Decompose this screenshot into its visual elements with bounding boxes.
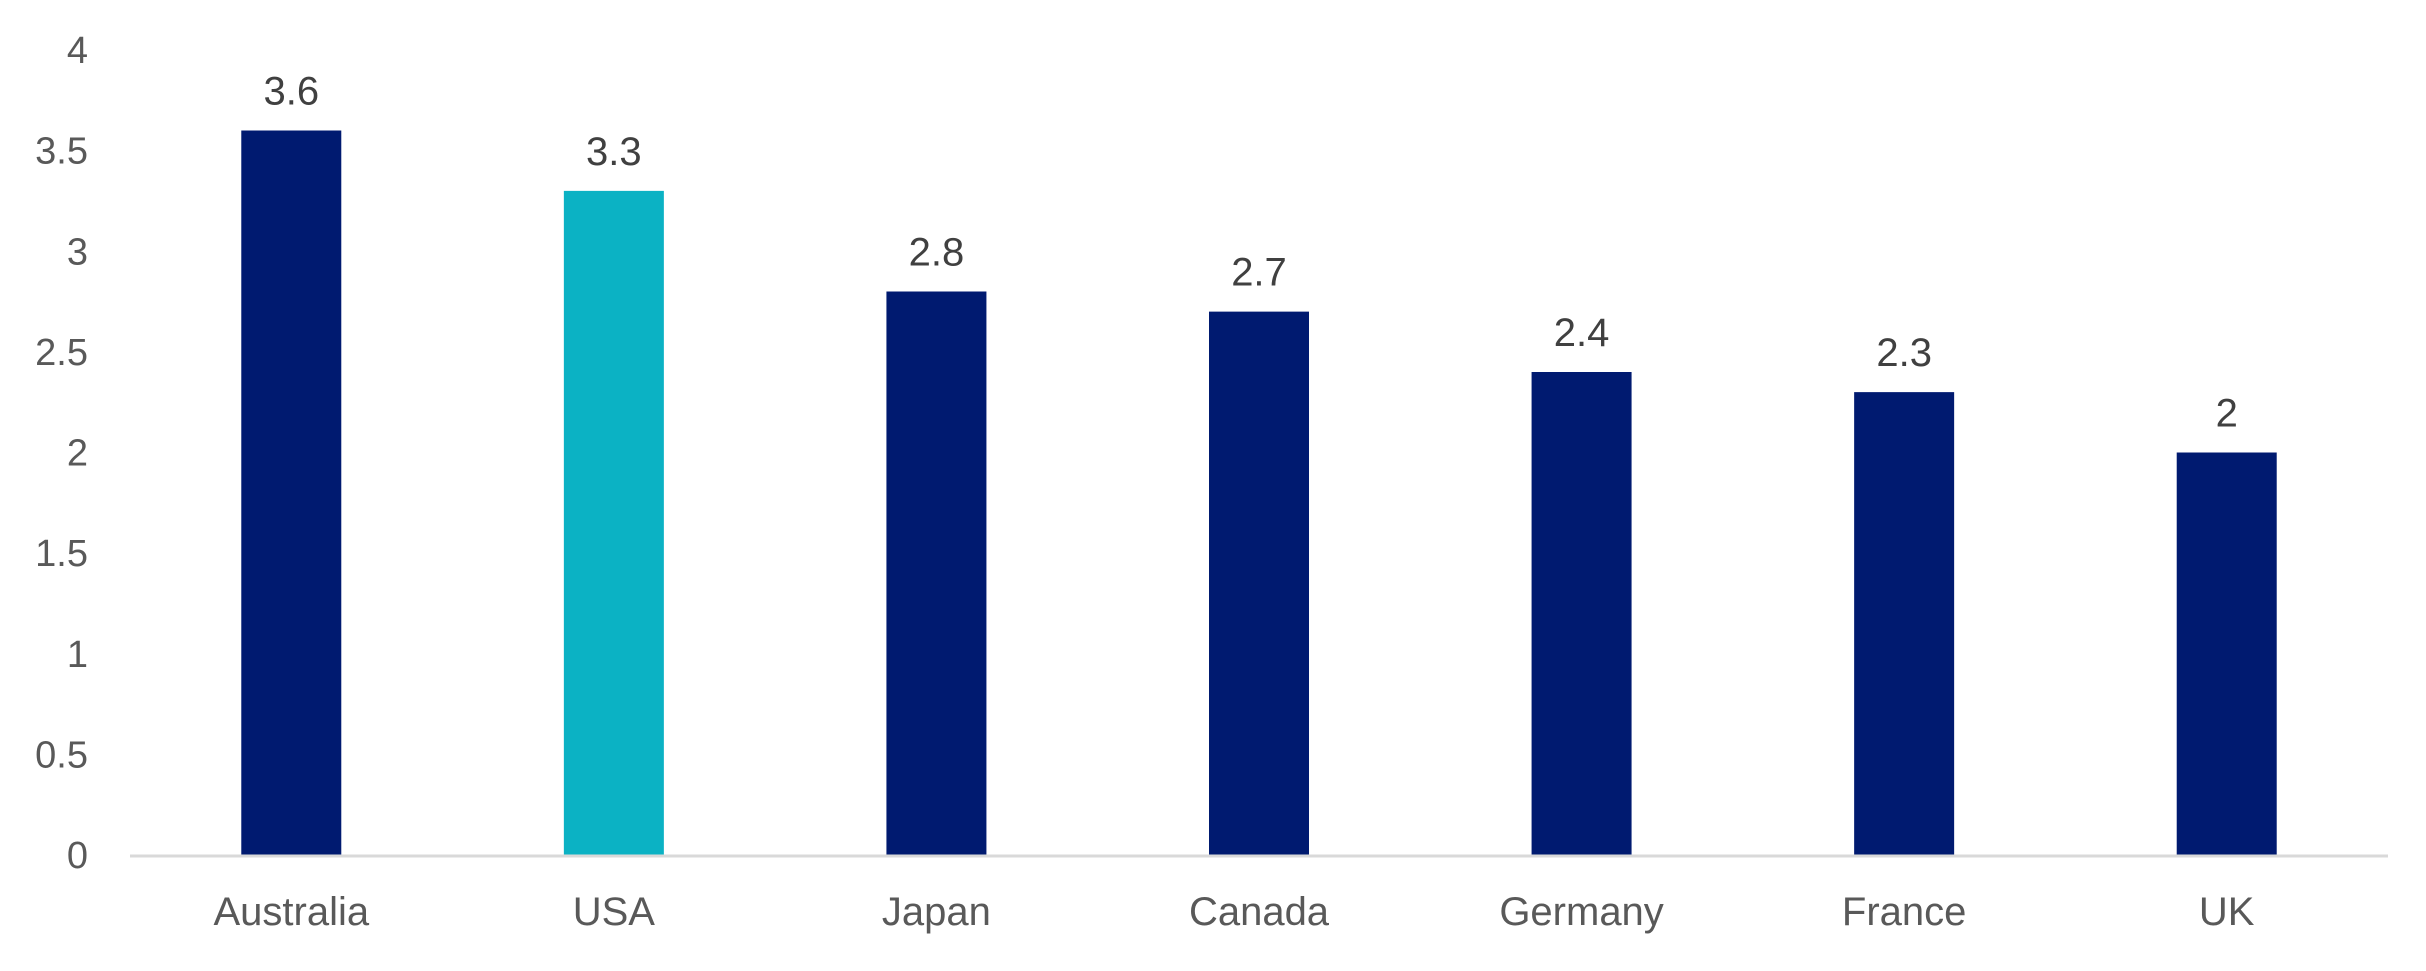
y-tick-label: 1.5: [35, 533, 88, 575]
y-tick-label: 3.5: [35, 131, 88, 173]
x-tick-label-france: France: [1842, 890, 1967, 934]
x-tick-label-japan: Japan: [882, 890, 991, 934]
x-tick-label-uk: UK: [2199, 890, 2255, 934]
bar-uk: [2176, 452, 2277, 855]
data-labels-group: 3.6 3.3 2.8 2.7 2.4 2.3 2: [263, 70, 2237, 436]
y-tick-label: 2.5: [35, 332, 88, 374]
y-tick-label: 0.5: [35, 734, 88, 776]
data-label-usa: 3.3: [586, 130, 642, 174]
data-label-germany: 2.4: [1554, 311, 1610, 355]
data-label-japan: 2.8: [909, 231, 965, 275]
x-axis-tick-labels: Australia USA Japan Canada Germany France UK: [213, 890, 2254, 934]
y-tick-label: 3: [67, 231, 88, 273]
y-tick-label: 4: [67, 30, 88, 72]
data-label-uk: 2: [2216, 392, 2238, 436]
bar-germany: [1531, 372, 1632, 855]
y-tick-label: 2: [67, 433, 88, 475]
bars-group: [241, 130, 2277, 855]
y-axis-tick-labels: 0 0.5 1 1.5 2 2.5 3 3.5 4: [35, 30, 88, 877]
data-label-france: 2.3: [1876, 331, 1932, 375]
bar-australia: [241, 130, 342, 855]
bar-japan: [886, 291, 987, 855]
y-tick-label: 1: [67, 634, 88, 676]
bar-canada: [1209, 311, 1309, 855]
data-label-canada: 2.7: [1231, 251, 1287, 295]
data-label-australia: 3.6: [263, 70, 319, 114]
bar-usa: [563, 190, 664, 855]
bar-france: [1854, 392, 1955, 855]
x-tick-label-australia: Australia: [213, 890, 369, 934]
x-tick-label-canada: Canada: [1189, 890, 1330, 934]
x-tick-label-usa: USA: [573, 890, 656, 934]
y-tick-label: 0: [67, 835, 88, 877]
x-tick-label-germany: Germany: [1499, 890, 1664, 934]
